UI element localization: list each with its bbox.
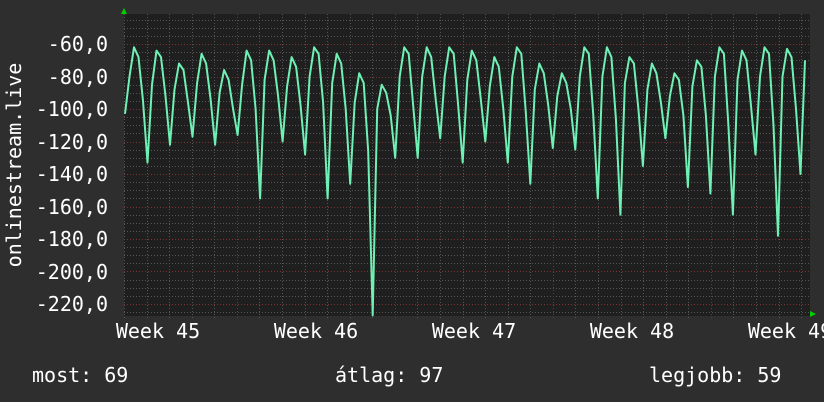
- y-tick-label: -220,0: [35, 292, 108, 316]
- y-tick-label: -60,0: [47, 32, 108, 56]
- y-tick-label: -100,0: [35, 97, 108, 121]
- y-tick-label: -120,0: [35, 129, 108, 154]
- x-tick-label: Week 49: [747, 319, 824, 343]
- legend-current: most: 69: [32, 363, 129, 387]
- series-line: [124, 46, 806, 317]
- x-tick-label: Week 48: [589, 319, 675, 343]
- x-tick-label: Week 45: [115, 319, 201, 343]
- y-tick-label: -180,0: [35, 227, 108, 251]
- y-axis-title: onlinestream.live: [2, 62, 26, 268]
- x-tick-label: Week 47: [431, 319, 517, 343]
- x-axis-arrow-icon: [810, 311, 816, 317]
- y-tick-label: -140,0: [35, 162, 108, 186]
- legend-average: átlag: 97: [335, 363, 444, 387]
- x-tick-label: Week 46: [273, 319, 359, 343]
- y-tick-label: -80,0: [47, 64, 108, 89]
- y-tick-label: -200,0: [35, 259, 108, 284]
- legend-best: legjobb: 59: [649, 363, 782, 387]
- plot-area: [124, 14, 810, 316]
- y-axis-arrow-icon: [121, 8, 127, 14]
- y-tick-label: -160,0: [35, 194, 108, 219]
